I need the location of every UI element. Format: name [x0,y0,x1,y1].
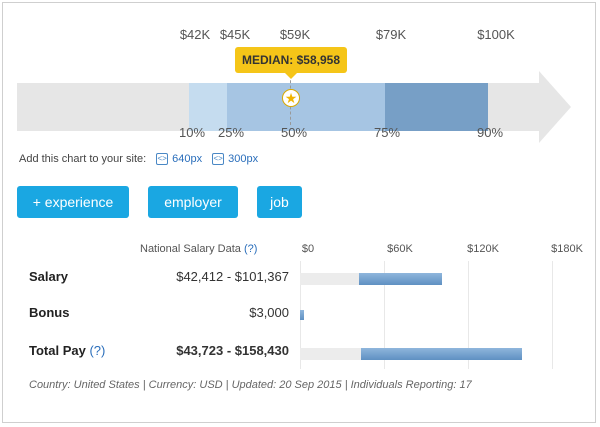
row-value-total-pay: $43,723 - $158,430 [176,343,289,358]
total-pay-help-link[interactable]: (?) [89,343,106,358]
band-p10-p25 [189,83,227,131]
row-value-salary: $42,412 - $101,367 [176,269,289,284]
axis-tick-0: $0 [301,243,315,255]
row-label-salary: Salary [29,269,69,284]
band-p25-p50 [227,83,290,131]
percentile-band-chart [17,71,571,143]
gridline-180k [552,261,553,369]
range-bar-total-pay [361,348,522,360]
row-value-bonus: $3,000 [249,305,289,320]
top-label-p25: $45K [219,27,251,42]
embed-code-icon: <> [212,153,225,165]
bottom-label-75: 75% [373,125,401,140]
total-pay-label: Total Pay [29,343,86,358]
top-label-p10: $42K [179,27,211,42]
bottom-label-50: 50% [280,125,308,140]
bottom-label-10: 10% [178,125,206,140]
band-p50-p75 [290,83,385,131]
top-label-p75: $79K [375,27,407,42]
header-help-link[interactable]: (?) [243,243,258,255]
axis-tick-60k: $60K [387,243,413,255]
top-label-p50: $59K [279,27,311,42]
range-bar-track [300,348,362,360]
axis-tick-180k: $180K [551,243,583,255]
job-button[interactable]: job [257,186,302,218]
add-experience-button[interactable]: + experience [17,186,129,218]
embed-640-link[interactable]: 640px [172,153,203,165]
employer-button[interactable]: employer [148,186,238,218]
table-header: National Salary Data (?) [140,243,257,255]
star-icon: ★ [282,89,300,107]
band-p75-p90 [385,83,488,131]
range-bar-bonus [300,310,305,320]
footer-meta: Country: United States | Currency: USD |… [29,379,472,391]
median-tag: MEDIAN: $58,958 [235,47,347,79]
salary-card: $42K $45K $59K $79K $100K MEDIAN: $58,95… [2,2,596,423]
embed-chart-line: Add this chart to your site: <> 640px <>… [19,153,258,165]
row-label-total-pay: Total Pay (?) [29,343,105,358]
embed-300-link[interactable]: 300px [228,153,259,165]
embed-text: Add this chart to your site: [19,153,147,165]
embed-code-icon: <> [156,153,169,165]
bottom-label-25: 25% [217,125,245,140]
row-label-bonus: Bonus [29,305,70,320]
axis-tick-120k: $120K [467,243,499,255]
gridline-120k [468,261,469,369]
table-header-text: National Salary Data [140,243,241,255]
range-bar-salary [359,273,442,285]
range-bar-track [300,273,360,285]
bottom-label-90: 90% [476,125,504,140]
gridline-60k [384,261,385,369]
top-label-p90: $100K [477,27,515,42]
